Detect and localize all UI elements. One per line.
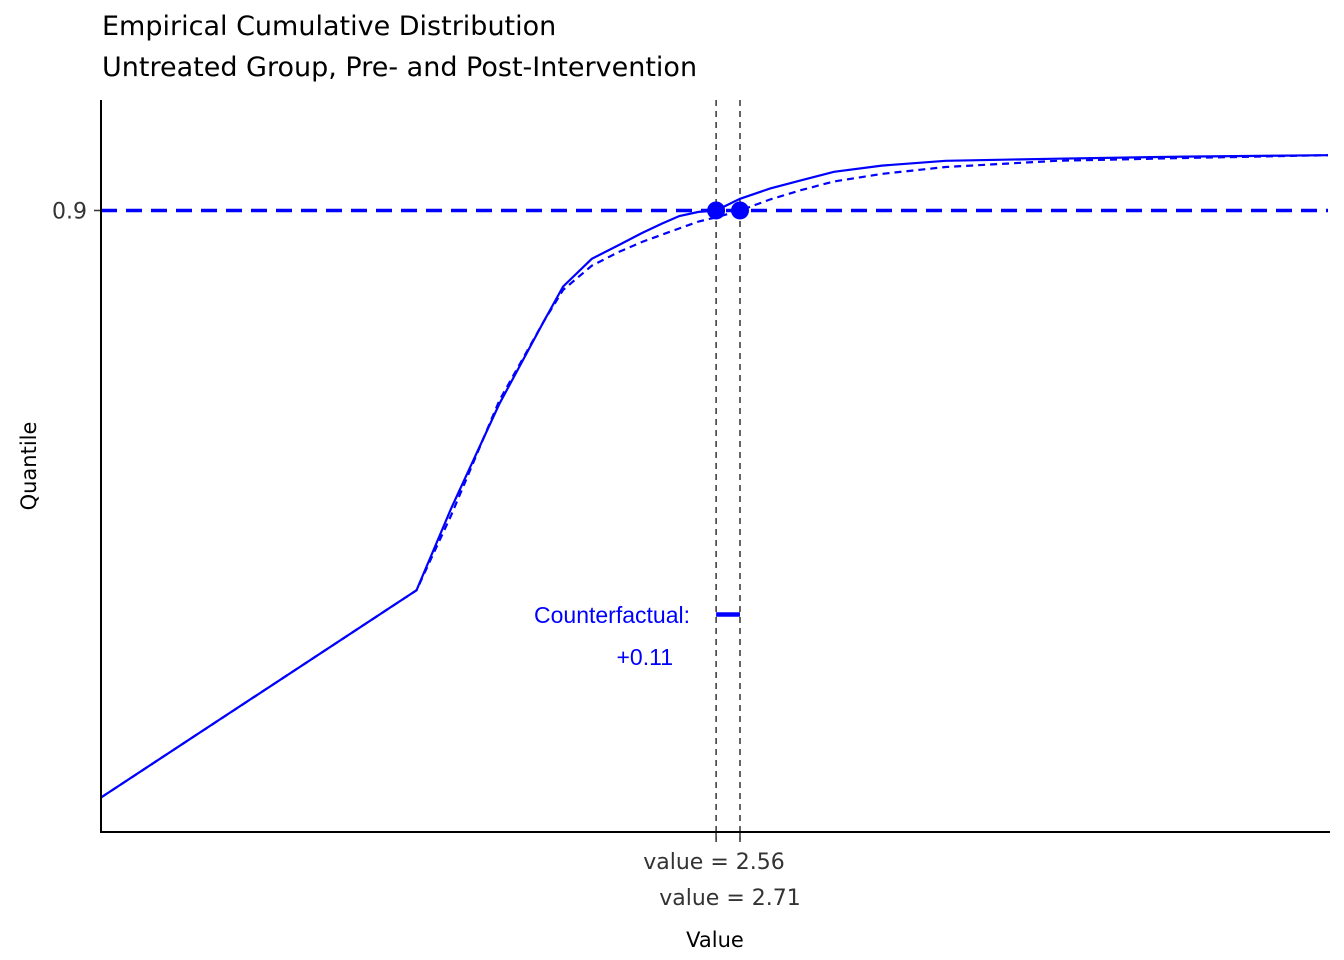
plot-area: 0.9 value = 2.56 value = 2.71 [52, 100, 1329, 911]
y-axis-title: Quantile [17, 422, 41, 511]
annotation-label-line1: Counterfactual: [534, 602, 690, 628]
quantile-point-1 [707, 201, 726, 220]
y-tick-label-1: 0.9 [52, 199, 87, 224]
series-line-dashed [100, 154, 1329, 799]
x-tick-label-1: value = 2.56 [643, 850, 785, 875]
x-axis-title: Value [686, 928, 744, 952]
x-tick-label-2: value = 2.71 [659, 886, 801, 911]
series-line-solid [100, 154, 1329, 799]
chart-title: Empirical Cumulative Distribution [102, 11, 556, 42]
quantile-point-2 [730, 201, 749, 220]
chart-subtitle: Untreated Group, Pre- and Post-Intervent… [102, 52, 697, 83]
annotation-label-line2: +0.11 [617, 644, 674, 670]
